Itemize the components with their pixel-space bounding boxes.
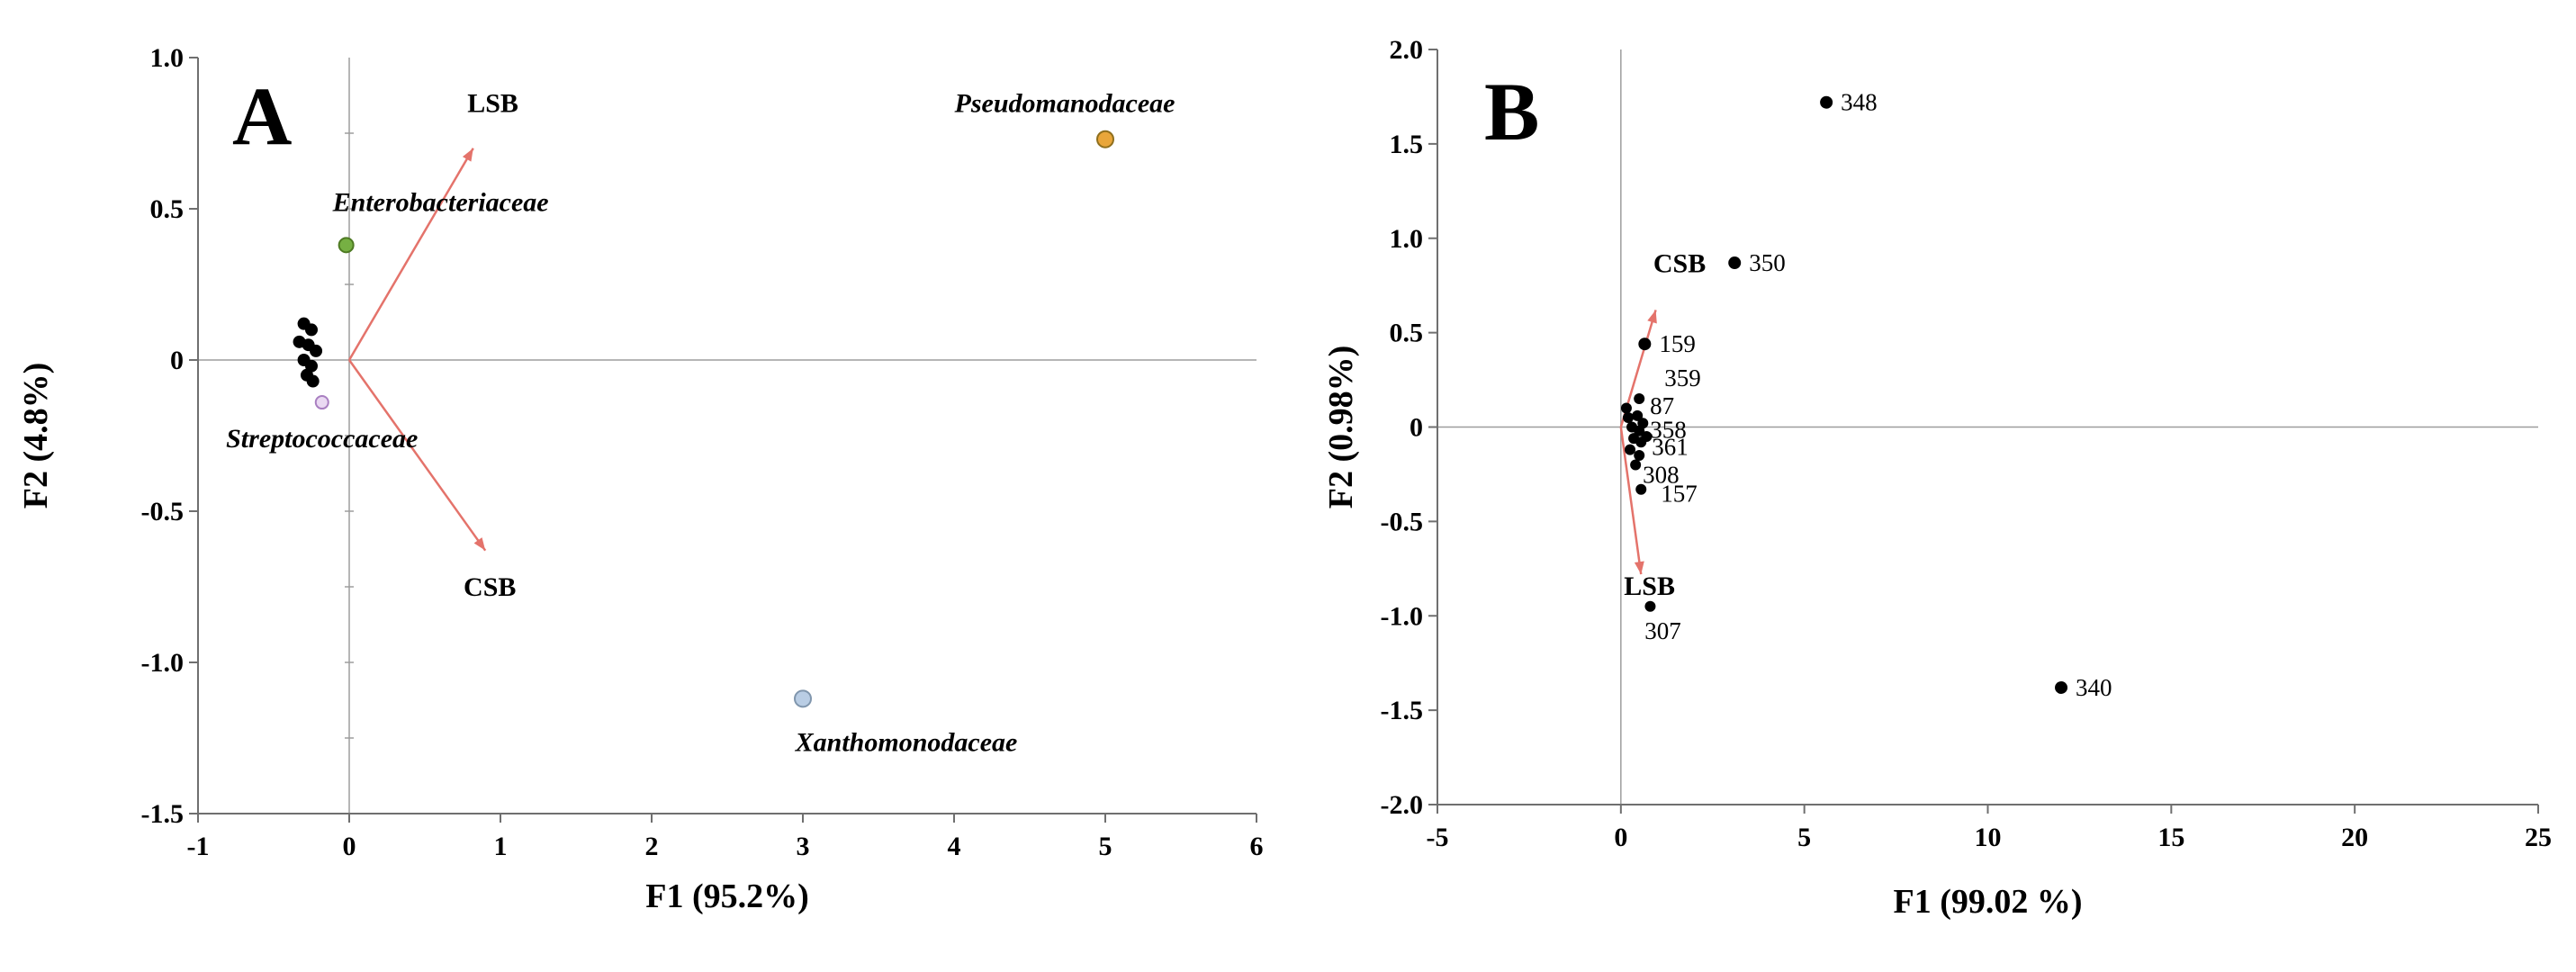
vector-lsb-arrowhead [462,148,473,162]
y-tick-label: 0.5 [1390,319,1424,348]
data-point [1634,449,1645,461]
y-tick-label: -0.5 [141,497,185,526]
vector-lsb-arrow [1619,427,1643,575]
vector-csb-arrowhead [473,537,486,551]
point-label: 358 [1650,417,1687,444]
data-point [1622,412,1634,424]
y-axis-title: F2 (4.8%) [17,363,55,509]
vector-csb-arrowhead [1647,310,1657,324]
point-label: 350 [1749,249,1786,276]
y-tick-label: -1.5 [1381,696,1424,725]
chart-a: -1 0 1 2 3 4 5 6 1.0 0.5 0 -0.5 -1.0 -1.5 Pseudomanoda… [17,43,1264,915]
data-point-xanthomonodaceae [794,689,812,708]
y-tick-label: 1.5 [1390,130,1424,159]
panel-b: -5 0 5 10 15 20 25 2.0 1.5 1.0 0.5 0 -0.5 -1.0 -1.5 -2.… [1316,0,2576,972]
vector-label-lsb: LSB [1624,572,1675,601]
point-label: 308 [1643,461,1680,488]
y-axis-title: F2 (0.98%) [1322,346,1360,509]
data-point-87 [1632,410,1644,421]
data-point-streptococcaceae [314,395,329,410]
x-tick-label: 2 [645,832,659,861]
point-label: 87 [1650,392,1674,419]
panel-letter: B [1484,66,1539,158]
point-label: Enterobacteriaceae [332,187,549,217]
vector-label-csb: CSB [464,572,516,602]
data-point-307 [1644,600,1656,612]
point-label: 307 [1644,617,1681,644]
point-label: Streptococcaceae [226,424,418,454]
x-tick-label: -1 [187,832,210,861]
point-label: 359 [1664,364,1701,392]
x-tick-label: 6 [1250,832,1264,861]
x-tick-label: 25 [2525,823,2552,852]
y-tick-label: -1.0 [141,648,185,678]
vector-label-csb: CSB [1653,249,1706,279]
panel-a: -1 0 1 2 3 4 5 6 1.0 0.5 0 -0.5 -1.0 -1.5 Pseudomanoda… [17,43,1264,915]
point-label: 361 [1652,433,1689,460]
data-point-enterobacteriaceae [338,237,355,254]
point-label: Pseudomanodaceae [954,89,1175,119]
data-point [305,323,318,337]
x-axis-title: F1 (99.02 %) [1893,883,2082,921]
x-tick-label: 20 [2341,823,2368,852]
vector-lsb-arrowhead [1634,561,1644,575]
x-tick-label: 4 [948,832,961,861]
data-point [310,344,323,357]
data-point [1625,444,1636,455]
y-tick-label: 1.0 [1390,224,1424,254]
data-point [1620,402,1632,414]
point-label: 340 [2076,674,2112,701]
data-point [306,374,320,388]
data-point-359 [1634,393,1645,405]
point-label: 159 [1659,330,1696,357]
x-tick-label: 0 [1614,823,1627,852]
y-tick-label: 1.0 [150,43,185,73]
y-tick-label: 0 [1410,413,1423,443]
data-point-pseudomanodaceae [1096,130,1114,148]
x-tick-label: 5 [1099,832,1112,861]
data-point-308 [1630,459,1642,471]
data-point-340 [2055,680,2068,694]
data-point [1637,418,1649,429]
y-tick-label: -2.0 [1381,790,1424,820]
point-label: Xanthomonodaceae [795,727,1018,757]
data-point-348 [1820,95,1833,109]
x-tick-label: 5 [1797,823,1811,852]
x-tick-label: 3 [797,832,810,861]
y-tick-label: 0 [170,346,184,375]
y-tick-label: -0.5 [1381,507,1424,536]
x-tick-label: 15 [2157,823,2184,852]
data-point-157 [1635,483,1647,495]
x-tick-label: -5 [1427,823,1449,852]
y-tick-label: 0.5 [150,194,185,224]
x-tick-label: 1 [494,832,508,861]
panel-letter: A [232,70,292,162]
data-point [1626,421,1638,433]
x-axis-title: F1 (95.2%) [645,878,809,915]
y-tick-label: -1.5 [141,799,185,829]
data-point [1641,430,1653,442]
vector-csb-arrow [347,359,487,552]
y-tick-label: -1.0 [1381,601,1424,631]
data-point-159 [1638,338,1652,351]
x-tick-label: 10 [1975,823,2002,852]
point-label: 348 [1841,89,1878,116]
chart-b: -5 0 5 10 15 20 25 2.0 1.5 1.0 0.5 0 -0.5 -1.0 -1.5 -2.… [1322,35,2552,921]
y-tick-label: 2.0 [1390,35,1424,65]
data-point-350 [1728,256,1742,270]
vector-lsb-arrow [347,148,474,361]
vector-label-lsb: LSB [467,88,518,118]
x-tick-label: 0 [343,832,356,861]
point-label: 157 [1661,481,1698,508]
data-point [1628,433,1640,445]
